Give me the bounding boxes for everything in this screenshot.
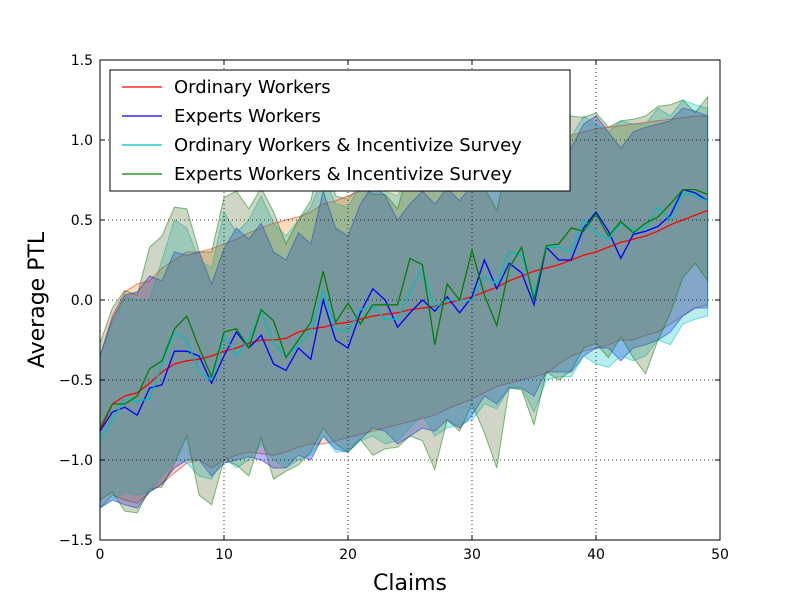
x-tick-label: 30 bbox=[463, 547, 481, 563]
band-series-3 bbox=[100, 99, 709, 509]
legend: Ordinary Workers Experts Workers Ordinary … bbox=[109, 69, 571, 192]
y-axis-title: Average PTL bbox=[25, 231, 50, 368]
x-tick-label: 10 bbox=[215, 547, 233, 563]
y-tick-label: 0.0 bbox=[71, 293, 93, 309]
x-tick-label: 20 bbox=[339, 547, 357, 563]
y-tick-label: 1.5 bbox=[71, 53, 93, 69]
series-lines bbox=[100, 188, 708, 442]
y-tick-label: 0.5 bbox=[71, 213, 93, 229]
y-tick-label: 1.0 bbox=[71, 133, 93, 149]
x-tick-label: 50 bbox=[711, 547, 729, 563]
line-series-1 bbox=[100, 209, 708, 432]
x-tick-label: 40 bbox=[587, 547, 605, 563]
x-axis-title: Claims bbox=[373, 571, 447, 596]
line-series-2 bbox=[100, 188, 708, 432]
y-tick-label: −1.5 bbox=[59, 533, 93, 549]
line-series-4 bbox=[100, 188, 708, 429]
x-tick-label: 0 bbox=[96, 547, 105, 563]
legend-label-4: Experts Workers & Incentivize Survey bbox=[174, 164, 512, 185]
legend-label-3: Ordinary Workers & Incentivize Survey bbox=[174, 135, 522, 156]
legend-label-1: Ordinary Workers bbox=[174, 77, 331, 98]
axis-ticks: 0 10 20 30 40 50 −1.5 −1.0 −0.5 0.0 0.5 1.0 1.5 bbox=[59, 53, 729, 563]
y-tick-label: −0.5 bbox=[59, 373, 93, 389]
legend-box bbox=[109, 69, 571, 192]
y-tick-label: −1.0 bbox=[59, 453, 93, 469]
legend-label-2: Experts Workers bbox=[174, 106, 321, 127]
line-series-3 bbox=[100, 192, 708, 442]
